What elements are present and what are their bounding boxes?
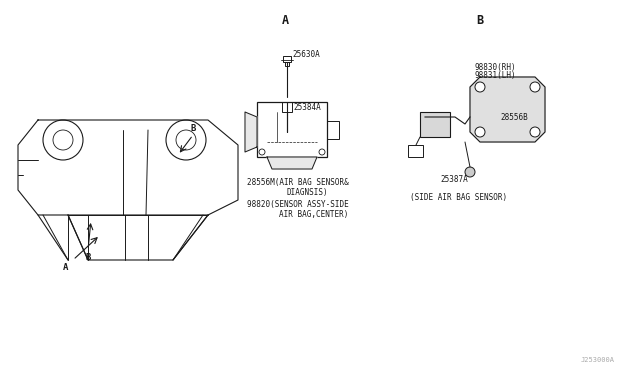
Text: B: B <box>476 13 484 26</box>
Text: B: B <box>190 124 196 132</box>
Polygon shape <box>470 77 545 142</box>
Text: 25630A: 25630A <box>292 49 320 58</box>
Bar <box>283 56 291 62</box>
Text: AIR BAG,CENTER): AIR BAG,CENTER) <box>279 209 348 218</box>
Circle shape <box>530 127 540 137</box>
Text: B: B <box>85 253 91 263</box>
Circle shape <box>475 82 485 92</box>
Polygon shape <box>245 112 257 152</box>
Bar <box>285 62 289 66</box>
Circle shape <box>475 127 485 137</box>
Text: 28556M(AIR BAG SENSOR&: 28556M(AIR BAG SENSOR& <box>247 177 349 186</box>
Text: 98830(RH): 98830(RH) <box>475 62 516 71</box>
Text: J253000A: J253000A <box>581 357 615 363</box>
Text: (SIDE AIR BAG SENSOR): (SIDE AIR BAG SENSOR) <box>410 192 507 202</box>
Text: A: A <box>282 13 289 26</box>
Bar <box>420 112 450 137</box>
Bar <box>408 145 423 157</box>
Polygon shape <box>267 157 317 169</box>
Circle shape <box>530 82 540 92</box>
Text: A: A <box>63 263 68 272</box>
Bar <box>327 121 339 139</box>
Text: 25384A: 25384A <box>293 103 321 112</box>
Text: 98831(LH): 98831(LH) <box>475 71 516 80</box>
Bar <box>257 102 327 157</box>
Text: 25387A: 25387A <box>440 174 468 183</box>
Text: DIAGNSIS): DIAGNSIS) <box>287 187 328 196</box>
Bar <box>282 102 292 112</box>
Circle shape <box>465 167 475 177</box>
Text: 28556B: 28556B <box>500 112 528 122</box>
Text: 98820(SENSOR ASSY-SIDE: 98820(SENSOR ASSY-SIDE <box>247 199 349 208</box>
